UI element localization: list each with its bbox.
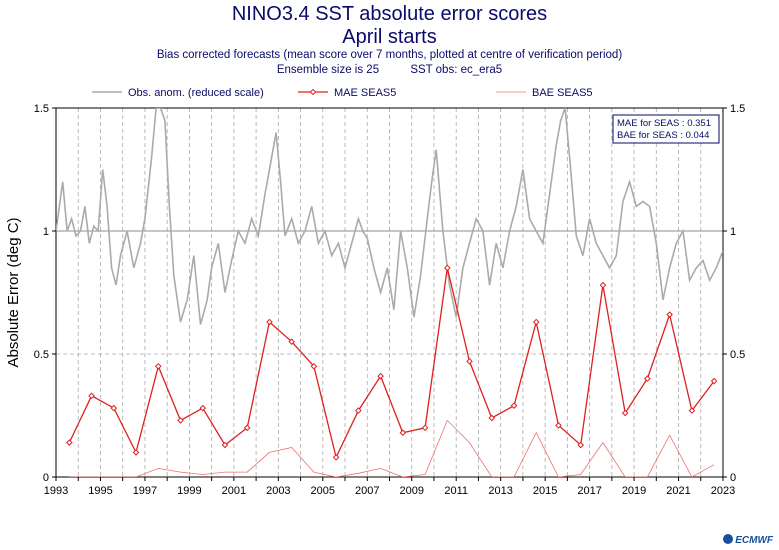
mae-seas5-point [443,264,451,272]
mae-seas5-point [110,404,118,412]
mae-seas5-point [66,439,73,446]
mae-seas5-point [555,422,562,429]
x-tick-label: 2023 [711,485,735,497]
y-tick-label-left: 0.5 [34,349,49,361]
mae-seas5-legend-label: MAE SEAS5 [334,87,396,99]
ensemble-size-label: Ensemble size is 25 [276,64,380,76]
mae-seas5-point [88,392,95,400]
ecmwf-logo: ECMWF [723,534,773,546]
mae-seas5-point [177,417,184,424]
mae-seas5-point [688,407,696,414]
chart-title: NINO3.4 SST absolute error scores [231,3,548,25]
mae-seas5-point [154,362,162,370]
mae-seas5-point [199,404,207,412]
logo-text: ECMWF [735,535,773,546]
mae-seas5-point [577,441,585,449]
mae-seas5-legend-marker [309,88,317,96]
x-tick-label: 1993 [44,485,68,497]
mae-seas5-line [68,267,715,460]
stats-mae-label: MAE for SEAS : 0.351 [617,118,711,129]
mae-seas5-point [421,424,429,432]
mae-seas5-point [332,454,340,461]
y-tick-label-left: 0 [43,472,49,484]
y-tick-label-right: 0 [730,472,736,484]
x-tick-label: 2007 [355,485,379,497]
ecmwf-logo-icon [723,534,734,544]
x-tick-label: 2019 [622,485,646,497]
x-tick-label: 2017 [577,485,601,497]
y-tick-label-left: 1 [43,226,49,238]
chart-subtitle-line2: Ensemble size is 25 SST obs: ec_era5 [0,64,779,76]
mae-seas5-point [355,407,362,414]
mae-seas5-point [310,362,318,370]
x-tick-label: 1997 [133,485,157,497]
stats-box [612,114,720,144]
bae-seas5-line [69,419,715,477]
chart-title-line2: April starts [342,26,437,48]
x-tick-label: 2015 [533,485,557,497]
mae-seas5-point [288,338,295,346]
mae-seas5-point [644,375,651,382]
y-axis-label: Absolute Error (deg C) [5,217,22,367]
mae-seas5-point [710,377,718,385]
mae-seas5-point [532,318,540,326]
mae-seas5-point [221,441,229,449]
x-tick-label: 2001 [222,485,246,497]
y-tick-label-right: 1 [730,226,736,238]
chart-subtitle: Bias corrected forecasts (mean score ove… [156,49,623,61]
mae-seas5-point [599,281,607,289]
obs-anomaly-legend-label: Obs. anom. (reduced scale) [128,87,264,99]
stats-bae-label: BAE for SEAS : 0.044 [617,130,709,141]
x-tick-label: 2005 [311,485,335,497]
mae-seas5-point [488,414,496,422]
x-tick-label: 2021 [666,485,690,497]
x-tick-label: 2003 [266,485,290,497]
x-tick-label: 2013 [488,485,512,497]
mae-seas5-point [132,449,140,456]
mae-seas5-point [377,372,384,380]
mae-seas5-point [666,311,673,318]
bae-seas5-legend-label: BAE SEAS5 [532,87,593,99]
sst-obs-label: SST obs: ec_era5 [410,64,503,76]
y-tick-label-right: 1.5 [730,103,745,115]
x-tick-label: 1995 [88,485,112,497]
x-tick-label: 2011 [444,485,468,497]
x-tick-label: 2009 [399,485,423,497]
mae-seas5-point [510,402,518,409]
mae-seas5-point [466,358,473,365]
x-tick-label: 1999 [177,485,201,497]
mae-seas5-point [266,318,273,326]
mae-seas5-point [621,409,629,417]
obs-anomaly-line [56,108,723,325]
mae-seas5-point [399,429,407,437]
y-tick-label-left: 1.5 [34,103,49,115]
mae-seas5-point [243,424,251,432]
y-tick-label-right: 0.5 [730,349,745,361]
